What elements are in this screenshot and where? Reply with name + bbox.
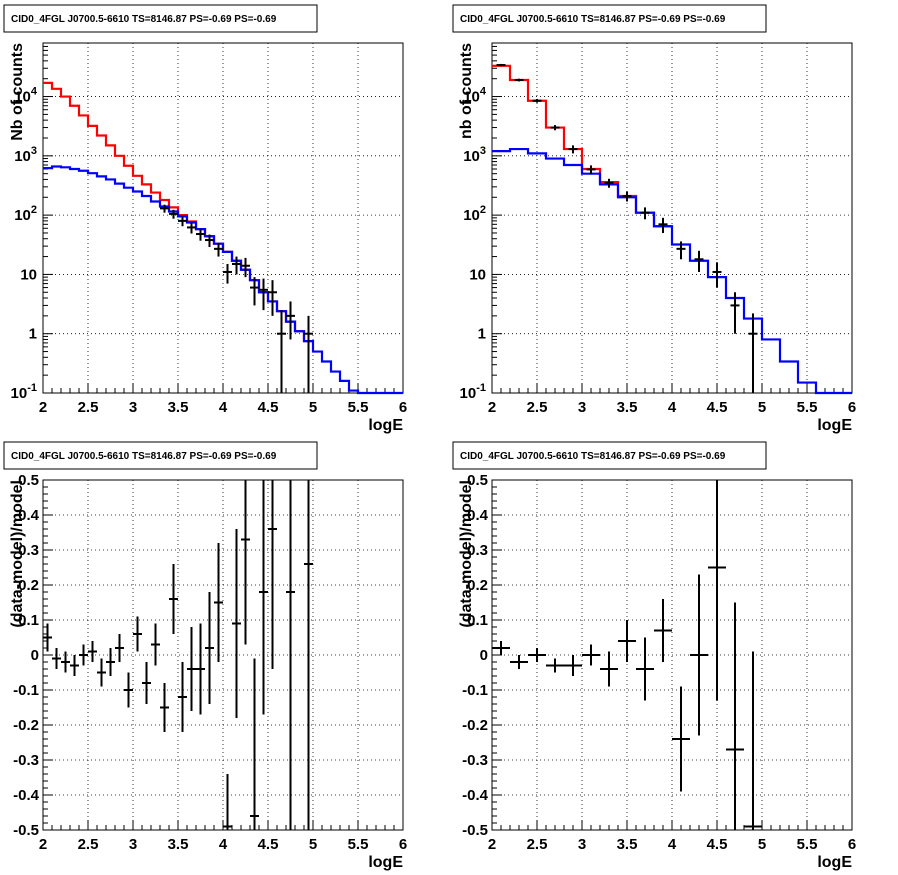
x-tick-label: 2 [39, 836, 47, 853]
x-tick-label: 3.5 [617, 836, 638, 853]
title-box [3, 441, 318, 470]
x-tick-label: 2.5 [527, 399, 548, 416]
title-box [3, 4, 318, 33]
y-tick-label: 0.1 [18, 612, 39, 629]
y-tick-label: -0.1 [462, 682, 488, 699]
x-tick-label: 3 [129, 836, 137, 853]
y-tick-label: -0.5 [13, 822, 39, 839]
y-tick-label: -0.4 [462, 787, 489, 804]
y-tick-label: 0.2 [18, 577, 39, 594]
y-tick-label: -0.4 [13, 787, 40, 804]
x-tick-label: 4.5 [707, 399, 728, 416]
chart-title: CID0_4FGL J0700.5-6610 TS=8146.87 PS=-0.… [460, 14, 726, 25]
x-tick-label: 2 [488, 836, 496, 853]
y-tick-label: 10 [20, 266, 37, 283]
y-tick-label: 0.2 [467, 577, 488, 594]
y-tick-label: 10 [469, 266, 486, 283]
y-tick-label: 0 [31, 647, 39, 664]
x-axis-title: logE [368, 854, 403, 871]
y-axis-title: (data-model)/model [9, 480, 26, 628]
x-tick-label: 6 [848, 399, 856, 416]
x-tick-label: 6 [399, 836, 407, 853]
y-tick-label: 10-1 [11, 382, 37, 402]
step-line [492, 64, 672, 228]
title-box [452, 4, 767, 33]
panel-top-right: 2 2.5 3 3.5 4 4.5 5 5.5 6 10-1 1 10 102 103 104 CID0_4F… [452, 4, 856, 434]
x-tick-label: 5.5 [348, 399, 369, 416]
x-tick-label: 2.5 [527, 836, 548, 853]
x-tick-label: 4.5 [258, 836, 279, 853]
y-tick-label: 102 [463, 204, 486, 224]
x-tick-label: 5 [758, 399, 766, 416]
x-tick-label: 5 [309, 399, 317, 416]
y-tick-label: 1 [29, 326, 37, 343]
y-tick-label: 0.1 [467, 612, 488, 629]
x-tick-label: 5.5 [797, 836, 818, 853]
y-tick-label: 0.4 [18, 507, 40, 524]
y-axis-title: nb of counts [458, 43, 475, 139]
y-tick-label: 1 [478, 326, 486, 343]
step-line [492, 147, 852, 395]
x-tick-label: 6 [848, 836, 856, 853]
x-tick-label: 3.5 [617, 399, 638, 416]
y-tick-label: 0.4 [467, 507, 489, 524]
x-tick-label: 5 [758, 836, 766, 853]
chart-title: CID0_4FGL J0700.5-6610 TS=8146.87 PS=-0.… [11, 451, 277, 462]
x-tick-label: 2.5 [78, 836, 99, 853]
x-tick-label: 3 [578, 836, 586, 853]
y-tick-label: 104 [463, 86, 487, 106]
panel-bottom-right: 2 2.5 3 3.5 4 4.5 5 5.5 6 -0.5 -0.4 -0.3 -0.2 -0.1 0 0.… [452, 441, 856, 871]
panel-top-left: 2 2.5 3 3.5 4 4.5 5 5.5 6 10-1 1 10 102 103 104 CID0_4F… [3, 4, 407, 434]
x-tick-label: 5.5 [348, 836, 369, 853]
chart-title: CID0_4FGL J0700.5-6610 TS=8146.87 PS=-0.… [460, 451, 726, 462]
x-tick-label: 2 [488, 399, 496, 416]
x-tick-label: 4.5 [707, 836, 728, 853]
x-axis-title: logE [368, 417, 403, 434]
x-tick-label: 5.5 [797, 399, 818, 416]
x-tick-label: 4 [219, 836, 228, 853]
y-tick-label: -0.3 [462, 752, 488, 769]
chart-title: CID0_4FGL J0700.5-6610 TS=8146.87 PS=-0.… [11, 14, 277, 25]
x-tick-label: 2.5 [78, 399, 99, 416]
y-tick-label: 0.3 [18, 542, 39, 559]
y-tick-label: -0.2 [13, 717, 39, 734]
x-tick-label: 2 [39, 399, 47, 416]
x-tick-label: 4 [219, 399, 228, 416]
x-axis-title: logE [817, 417, 852, 434]
y-axis-title: Nb of counts [9, 43, 26, 141]
y-tick-label: -0.2 [462, 717, 488, 734]
x-tick-label: 3.5 [168, 836, 189, 853]
y-tick-label: 10-1 [460, 382, 486, 402]
y-tick-label: 103 [463, 145, 486, 165]
y-tick-label: 102 [14, 204, 37, 224]
x-tick-label: 3 [129, 399, 137, 416]
y-tick-label: -0.1 [13, 682, 39, 699]
x-axis-title: logE [817, 854, 852, 871]
y-tick-label: -0.3 [13, 752, 39, 769]
title-box [452, 441, 767, 470]
panel-bottom-left: 2 2.5 3 3.5 4 4.5 5 5.5 6 -0.5 -0.4 -0.3 -0.2 -0.1 0 0.… [3, 441, 407, 871]
y-tick-label: -0.5 [462, 822, 488, 839]
y-tick-label: 0 [480, 647, 488, 664]
x-tick-label: 6 [399, 399, 407, 416]
y-tick-label: 0.3 [467, 542, 488, 559]
y-axis-title: (data-model)/model [458, 480, 475, 628]
x-tick-label: 4 [668, 399, 677, 416]
x-tick-label: 5 [309, 836, 317, 853]
y-tick-label: 0.5 [467, 472, 488, 489]
x-tick-label: 4 [668, 836, 677, 853]
x-tick-label: 4.5 [258, 399, 279, 416]
y-tick-label: 103 [14, 145, 37, 165]
x-tick-label: 3 [578, 399, 586, 416]
x-tick-label: 3.5 [168, 399, 189, 416]
y-tick-label: 0.5 [18, 472, 39, 489]
y-tick-label: 104 [14, 86, 38, 106]
